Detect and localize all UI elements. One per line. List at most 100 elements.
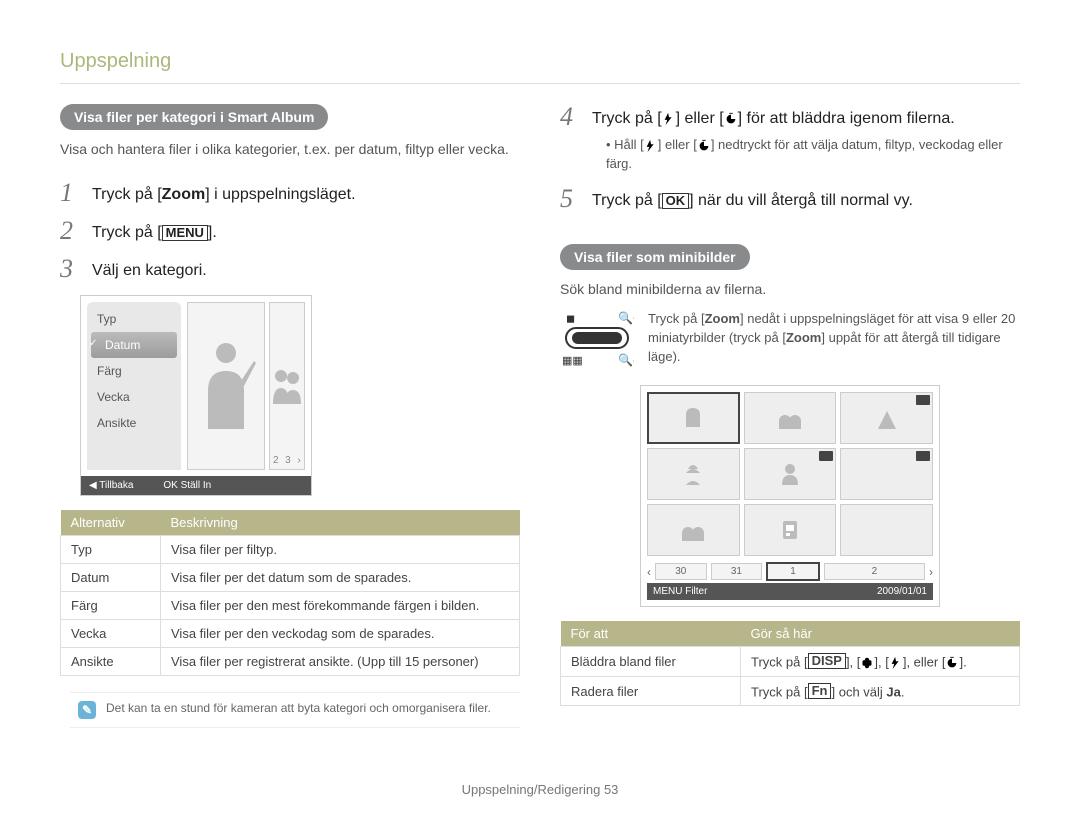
category-screen: Typ Datum Färg Vecka Ansikte 2 [80, 295, 312, 496]
cell: Visa filer per den veckodag som de spara… [161, 619, 520, 647]
thumb-cell[interactable] [744, 504, 837, 556]
step-number: 2 [60, 218, 82, 244]
thumb-date-bar: ‹ 30 31 1 2 › [647, 562, 933, 581]
footer-date: 2009/01/01 [877, 586, 927, 597]
zoom-lever-icon: ◼🔍+ ▦▦🔍- [560, 310, 634, 373]
list-item[interactable]: Färg [91, 358, 177, 384]
th-gor-sa-har: Gör så här [741, 621, 1020, 647]
note-text: Det kan ta en stund för kameran att byta… [106, 701, 491, 715]
options-table: Alternativ Beskrivning TypVisa filer per… [60, 510, 520, 676]
svg-text:◼: ◼ [566, 313, 575, 325]
thumb-cell[interactable] [647, 504, 740, 556]
date-cell[interactable]: 2 [824, 563, 925, 580]
text: ]. [208, 224, 217, 241]
fn-button-label: Fn [808, 683, 832, 699]
thumb-preview-side: 2 3 › [269, 302, 305, 470]
flash-icon [644, 139, 658, 153]
info-icon: ✎ [78, 701, 96, 719]
zoom-label: Zoom [162, 186, 206, 203]
table-row: FärgVisa filer per den mest förekommande… [61, 591, 520, 619]
svg-text:🔍-: 🔍- [618, 352, 634, 367]
timer-icon [945, 656, 959, 670]
th-alternativ: Alternativ [61, 510, 161, 536]
list-item-selected[interactable]: Datum [91, 332, 177, 358]
prev-arrow-icon[interactable]: ‹ [647, 565, 651, 579]
label: Datum [105, 338, 140, 352]
columns: Visa filer per kategori i Smart Album Vi… [60, 104, 1020, 728]
thumb-cell[interactable] [840, 448, 933, 500]
thumb-preview [187, 302, 265, 470]
zoom-label: Zoom [786, 330, 821, 345]
cell: Tryck på [DISP], [], [], eller []. [741, 647, 1020, 677]
list-item[interactable]: Typ [91, 306, 177, 332]
text: Tryck på [ [592, 192, 662, 209]
flash-icon [662, 112, 676, 126]
thumb-cell[interactable] [840, 504, 933, 556]
zoom-info-row: ◼🔍+ ▦▦🔍- Tryck på [Zoom] nedåt i uppspel… [560, 310, 1020, 373]
step-number: 5 [560, 186, 582, 212]
date-cell[interactable]: 30 [655, 563, 707, 580]
category-list: Typ Datum Färg Vecka Ansikte [87, 302, 181, 470]
disp-button-label: DISP [808, 653, 846, 669]
cell: Visa filer per den mest förekommande fär… [161, 591, 520, 619]
step-number: 1 [60, 180, 82, 206]
text: ] eller [ [658, 137, 697, 152]
thumbnail-screen: ‹ 30 31 1 2 › MENU Filter 2009/01/01 [640, 385, 940, 607]
zoom-label: Zoom [705, 311, 740, 326]
table-row: Radera filer Tryck på [Fn] och välj Ja. [561, 676, 1020, 705]
text: Tryck på [ [592, 110, 662, 127]
cell: Tryck på [Fn] och välj Ja. [741, 676, 1020, 705]
step-5: 5 Tryck på [OK] när du vill återgå till … [560, 186, 1020, 212]
step-bullet: • Håll [] eller [] nedtryckt för att väl… [592, 136, 1020, 174]
step-number: 3 [60, 256, 82, 282]
text: ] i uppspelningsläget. [205, 186, 355, 203]
video-badge-icon [819, 451, 833, 461]
mini-intro: Sök bland minibilderna av filerna. [560, 280, 1020, 300]
footer-back: ◀ Tillbaka [89, 480, 133, 491]
thumb-cell[interactable] [744, 448, 837, 500]
thumb-cell-selected[interactable] [647, 392, 740, 444]
cell: Bläddra bland filer [561, 647, 741, 677]
ok-button-label: OK [662, 193, 690, 209]
svg-text:🔍+: 🔍+ [618, 310, 634, 325]
step-2: 2 Tryck på [MENU]. [60, 218, 520, 244]
cell: Datum [61, 563, 161, 591]
cell: Vecka [61, 619, 161, 647]
step-3: 3 Välj en kategori. [60, 256, 520, 282]
note-box: ✎ Det kan ta en stund för kameran att by… [70, 692, 520, 728]
text: ], [ [874, 654, 888, 669]
step-4: 4 Tryck på [] eller [] för att bläddra i… [560, 104, 1020, 174]
list-item[interactable]: Ansikte [91, 410, 177, 436]
table-row: Bläddra bland filer Tryck på [DISP], [],… [561, 647, 1020, 677]
thumb-footer: MENU Filter 2009/01/01 [647, 583, 933, 600]
cell: Visa filer per det datum som de sparades… [161, 563, 520, 591]
text: ], [ [846, 654, 860, 669]
thumb-cell[interactable] [744, 392, 837, 444]
page-num: 3 [285, 455, 291, 466]
text: ] för att bläddra igenom filerna. [738, 110, 955, 127]
text: Tryck på [ [751, 654, 808, 669]
step-text: Tryck på [ ] eller [ ] för att bläddra ige… [592, 104, 1020, 174]
step-text: Välj en kategori. [92, 256, 207, 282]
th-for-att: För att [561, 621, 741, 647]
cell: Visa filer per registrerat ansikte. (Upp… [161, 647, 520, 675]
cell: Radera filer [561, 676, 741, 705]
text: Tryck på [ [92, 224, 162, 241]
list-item[interactable]: Vecka [91, 384, 177, 410]
page-title: Uppspelning [60, 50, 1020, 73]
date-cell-selected[interactable]: 1 [766, 562, 820, 581]
zoom-text: Tryck på [Zoom] nedåt i uppspelningsläge… [648, 310, 1020, 367]
next-arrow-icon[interactable]: › [929, 565, 933, 579]
page: Uppspelning Visa filer per kategori i Sm… [0, 0, 1080, 815]
flower-icon [860, 656, 874, 670]
timer-icon [724, 112, 738, 126]
ja-label: Ja [886, 684, 900, 699]
text: ] och välj [831, 684, 886, 699]
thumb-cell[interactable] [840, 392, 933, 444]
timer-icon [697, 139, 711, 153]
pager: 2 3 › [270, 455, 304, 466]
thumb-cell[interactable] [647, 448, 740, 500]
footer-filter: MENU Filter [653, 586, 707, 597]
date-cell[interactable]: 31 [711, 563, 763, 580]
video-badge-icon [916, 395, 930, 405]
